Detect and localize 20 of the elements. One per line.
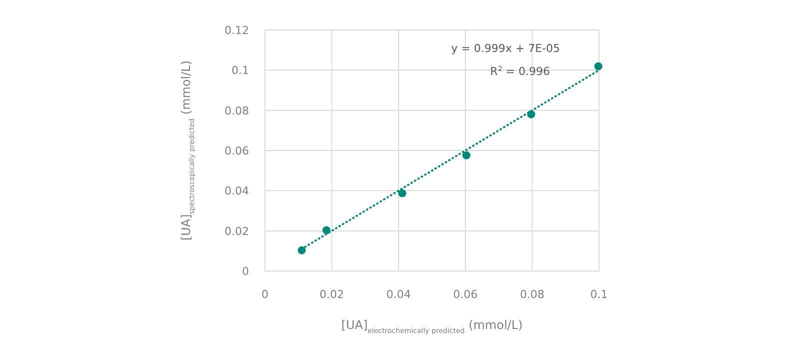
y-tick-label: 0.06: [224, 144, 249, 158]
y-tick-label: 0.08: [224, 104, 249, 118]
x-axis-title: [UA]$_{electrochemically predicted}$ (mmol/L): [341, 318, 523, 335]
y-tick-label: 0.12: [224, 24, 249, 37]
y-tick-label: 0.04: [224, 184, 249, 198]
x-tick-label: 0.08: [520, 288, 544, 301]
point: [462, 151, 470, 160]
point: [398, 189, 406, 198]
x-tick-label: 0.06: [453, 288, 478, 301]
y-tick-label: 0.1: [232, 64, 249, 78]
x-tick-label: 0: [262, 288, 268, 301]
x-tick-label: 0.1: [590, 288, 608, 301]
annotation: R$^{2}$ = 0.996: [490, 65, 550, 78]
y-tick-label: 0.02: [224, 224, 249, 238]
y-tick-label: 0: [242, 265, 249, 278]
x-tick-label: 0.04: [386, 288, 411, 301]
annotation: y = 0.999x + 7E-05: [451, 42, 560, 55]
point: [322, 226, 330, 234]
x-tick-label: 0.02: [320, 288, 344, 301]
point: [594, 62, 602, 70]
